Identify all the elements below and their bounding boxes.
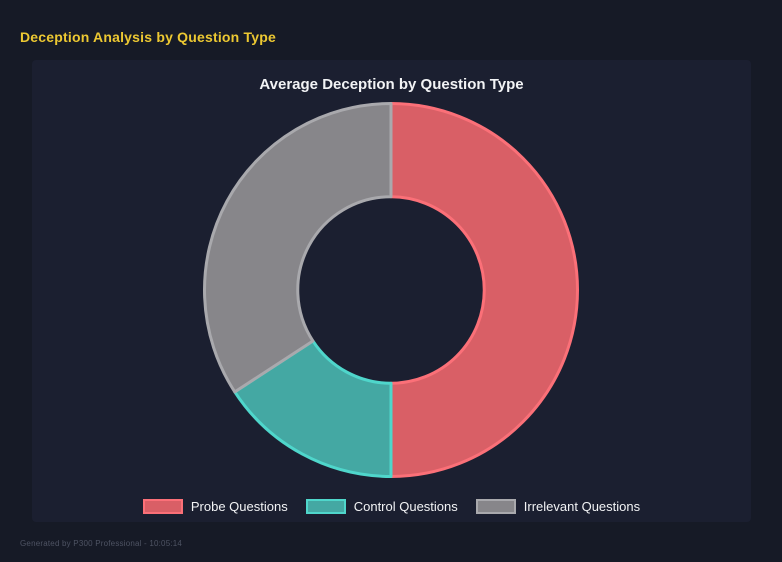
- legend-item-probe-questions[interactable]: Probe Questions: [142, 499, 288, 514]
- control-questions-swatch-icon: [305, 499, 346, 514]
- page-title: Deception Analysis by Question Type: [20, 29, 276, 45]
- chart-legend: Probe Questions Control Questions Irrele…: [32, 499, 751, 514]
- segment-irrelevant-questions[interactable]: [203, 102, 393, 394]
- chart-title: Average Deception by Question Type: [259, 76, 524, 93]
- segment-control-questions[interactable]: [233, 339, 393, 478]
- legend-label-irrelevant-questions: Irrelevant Questions: [523, 499, 641, 514]
- probe-questions-swatch-icon: [142, 499, 183, 514]
- irrelevant-questions-swatch-icon: [475, 499, 516, 514]
- doughnut-chart: [203, 102, 579, 478]
- legend-item-irrelevant-questions[interactable]: Irrelevant Questions: [475, 499, 641, 514]
- legend-label-probe-questions: Probe Questions: [190, 499, 288, 514]
- footer-status-text: Generated by P300 Professional - 10:05:1…: [20, 539, 183, 548]
- legend-label-control-questions: Control Questions: [353, 499, 458, 514]
- legend-item-control-questions[interactable]: Control Questions: [305, 499, 458, 514]
- segment-probe-questions[interactable]: [389, 102, 579, 478]
- chart-panel: Average Deception by Question Type Probe…: [32, 60, 751, 522]
